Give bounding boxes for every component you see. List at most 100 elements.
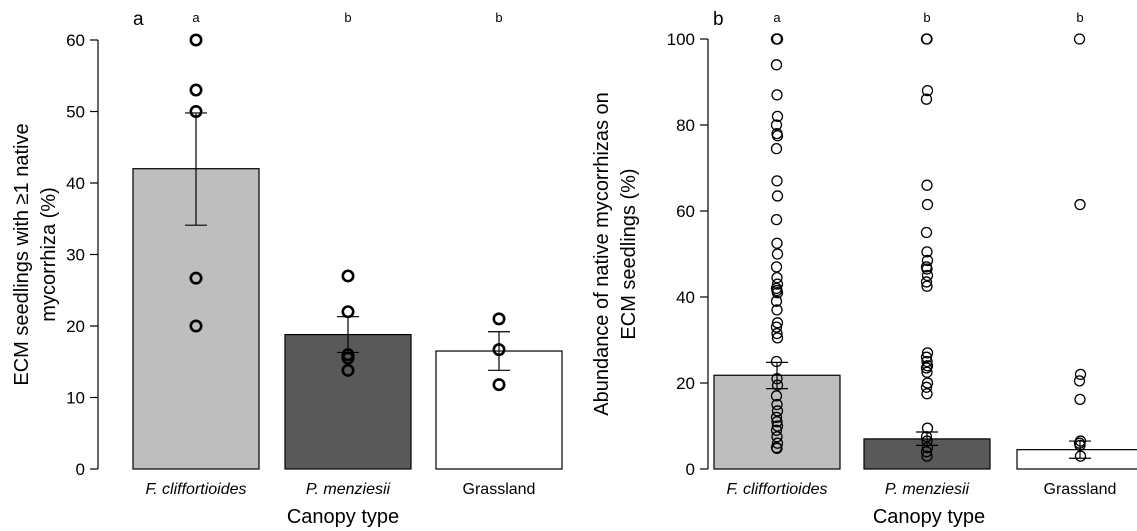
significance-letter: b: [1076, 10, 1083, 25]
data-point: [921, 450, 933, 462]
significance-letter: b: [495, 10, 502, 25]
data-point: [771, 442, 783, 455]
y-tick-label: 80: [676, 116, 695, 135]
panel-b: 0 20 40 60 80 100 F. cliffortioides P. menziesi…: [591, 9, 1137, 528]
data-point: [189, 105, 203, 119]
y-tick-label: 40: [676, 288, 695, 307]
data-point: [921, 84, 934, 97]
data-point: [771, 373, 783, 385]
data-point: [921, 263, 933, 275]
data-point: [921, 246, 933, 258]
y-tick-label: 60: [66, 31, 85, 50]
data-point: [770, 390, 783, 402]
significance-letter: a: [773, 10, 781, 25]
data-point: [770, 355, 783, 368]
data-point: [341, 305, 355, 319]
data-point: [920, 276, 933, 288]
data-point: [921, 33, 933, 45]
y-tick-label: 10: [66, 389, 85, 408]
panel-a: 0 10 20 30 40 50 60 F. cliffortioides P. menzies…: [11, 9, 563, 528]
data-point: [920, 226, 933, 239]
data-point: [921, 441, 934, 454]
data-point: [921, 388, 933, 400]
data-point: [492, 378, 506, 392]
data-point: [341, 269, 355, 283]
data-point: [189, 271, 203, 285]
data-point: [771, 110, 784, 123]
data-point: [770, 142, 783, 155]
data-point: [341, 363, 355, 377]
data-point: [771, 379, 784, 391]
data-point: [921, 435, 933, 447]
data-point: [1074, 439, 1086, 452]
data-point: [921, 198, 934, 211]
category-label: F. cliffortioides: [145, 481, 246, 498]
y-axis-title-line: ECM seedlings (%): [618, 168, 640, 339]
significance-letter: b: [923, 10, 930, 25]
data-point: [921, 377, 934, 389]
panel-label: a: [133, 9, 144, 30]
data-point: [921, 179, 933, 191]
y-axis-title-line: Abundance of native mycorrhizas on: [591, 92, 613, 416]
data-point: [771, 398, 783, 411]
data-point: [771, 304, 783, 316]
data-point: [770, 411, 783, 424]
data-point: [920, 93, 933, 105]
data-point: [1074, 198, 1086, 211]
data-point: [771, 327, 783, 340]
data-point: [770, 59, 783, 71]
data-point: [921, 366, 933, 378]
data-point: [341, 351, 355, 365]
data-point: [771, 317, 784, 329]
y-tick-label: 20: [676, 374, 695, 393]
data-point: [921, 269, 934, 282]
data-point: [771, 175, 783, 187]
data-point: [771, 420, 784, 432]
significance-letter: b: [344, 10, 351, 25]
x-axis-title: Canopy type: [287, 506, 399, 528]
y-tick-label: 0: [686, 460, 695, 479]
category-label: P. menziesii: [306, 481, 391, 498]
data-point: [771, 33, 784, 45]
y-tick-label: 30: [66, 246, 85, 265]
data-point: [771, 278, 784, 290]
data-point: [920, 431, 933, 443]
panel-label: b: [713, 9, 724, 30]
data-point: [770, 213, 783, 226]
significance-letter: a: [192, 10, 200, 25]
data-point: [920, 351, 933, 363]
category-label: Grassland: [1044, 481, 1117, 498]
data-point: [771, 332, 784, 344]
data-point: [189, 33, 203, 47]
y-tick-label: 50: [66, 103, 85, 122]
data-point: [189, 319, 203, 333]
data-point: [920, 446, 933, 458]
y-tick-label: 100: [667, 30, 695, 49]
data-point: [1074, 368, 1087, 381]
data-point: [492, 312, 506, 326]
data-point: [921, 355, 933, 368]
data-point: [771, 130, 784, 142]
data-point: [771, 89, 783, 101]
data-point: [1073, 33, 1086, 45]
data-point: [1073, 375, 1086, 387]
category-label: Grassland: [463, 481, 536, 498]
data-point: [770, 424, 783, 436]
data-point: [771, 416, 783, 428]
data-point: [189, 83, 203, 97]
data-point: [771, 237, 783, 249]
data-point: [920, 362, 933, 374]
data-point: [771, 248, 784, 260]
data-point: [771, 405, 784, 417]
data-point: [771, 431, 783, 443]
y-axis-title-line: ECM seedlings with ≥1 native: [11, 123, 33, 385]
data-point: [771, 190, 784, 202]
data-point: [771, 287, 784, 299]
x-axis-title: Canopy type: [873, 506, 985, 528]
y-tick-label: 60: [676, 202, 695, 221]
y-tick-label: 20: [66, 317, 85, 336]
y-tick-label: 0: [76, 460, 85, 479]
data-point: [771, 437, 784, 449]
data-point: [921, 254, 934, 267]
